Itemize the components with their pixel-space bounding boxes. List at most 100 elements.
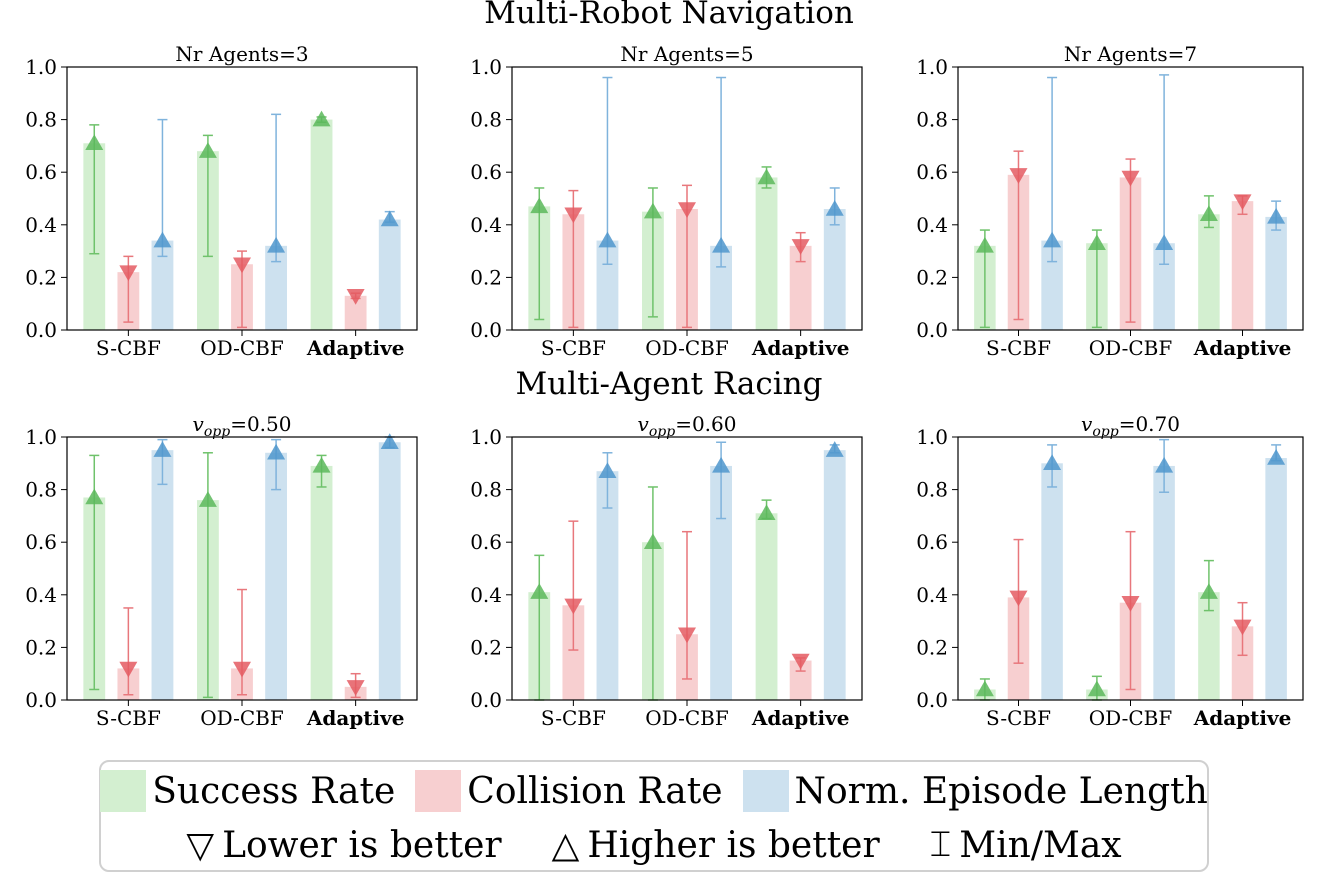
y-tick-label: 0.8 [470, 478, 502, 502]
y-tick-label: 0.6 [470, 530, 502, 554]
bar-length [1153, 465, 1175, 700]
panel-title: vopp=0.50 [193, 412, 292, 440]
marker-down-triangle [564, 598, 583, 615]
bar-length [596, 471, 619, 700]
x-tick-label: OD-CBF [1089, 706, 1173, 730]
y-tick-label: 0.6 [916, 160, 948, 184]
y-tick-label: 0.0 [470, 318, 502, 342]
legend-label-success: Success Rate [152, 770, 396, 812]
legend-item-success: Success Rate [100, 770, 395, 812]
x-tick-label: S-CBF [96, 706, 161, 730]
y-tick-label: 0.4 [916, 213, 948, 237]
marker-up-triangle [198, 491, 217, 507]
y-tick-label: 1.0 [25, 425, 57, 449]
legend-item-length: Norm. Episode Length [742, 770, 1208, 812]
y-tick-label: 0.0 [470, 688, 502, 712]
marker-down-triangle [791, 239, 810, 255]
marker-down-triangle [1009, 168, 1028, 184]
legend-swatch-success [100, 770, 147, 812]
x-tick-label: S-CBF [96, 336, 161, 360]
marker-down-triangle [346, 680, 365, 696]
x-tick-label: Adaptive [751, 336, 850, 360]
y-tick-label: 1.0 [470, 55, 502, 79]
marker-up-triangle [267, 443, 286, 460]
x-tick-label: Adaptive [1193, 706, 1292, 730]
marker-up-triangle [1087, 234, 1106, 250]
legend-swatch-collision [415, 770, 462, 812]
marker-down-triangle [1233, 194, 1252, 211]
marker-up-triangle [1155, 234, 1174, 250]
y-tick-label: 0.4 [470, 583, 502, 607]
y-tick-label: 0.2 [470, 265, 502, 289]
y-tick-label: 0.0 [25, 318, 57, 342]
y-tick-label: 0.4 [916, 583, 948, 607]
marker-up-triangle [380, 433, 399, 450]
marker-down-triangle [119, 265, 138, 282]
marker-down-triangle [346, 289, 365, 305]
chart-panel-4: 0.0 0.2 0.4 0.6 0.8 1.0 S-CBF OD-CBF Adaptive vop… [25, 412, 418, 730]
marker-up-triangle [1267, 207, 1286, 224]
marker-down-triangle [564, 207, 583, 224]
legend-label-collision: Collision Rate [467, 770, 723, 812]
bar-success [310, 465, 333, 700]
bar-success [755, 513, 778, 700]
marker-down-triangle [233, 257, 251, 274]
bar-success [755, 177, 778, 330]
legend: Success Rate Collision Rate Norm. Episod… [99, 760, 1209, 872]
panel-title: Nr Agents=7 [1064, 42, 1197, 66]
marker-down-triangle [233, 661, 251, 678]
x-tick-label: OD-CBF [200, 336, 284, 360]
bar-length [151, 240, 174, 330]
bar-success [1198, 214, 1220, 330]
chart-panel-2: 0.0 0.2 0.4 0.6 0.8 1.0 S-CBF OD-CBF Adaptive Nr … [470, 42, 863, 360]
legend-label-length: Norm. Episode Length [794, 770, 1208, 812]
bar-length [1265, 458, 1287, 700]
marker-up-triangle [1155, 456, 1174, 473]
y-tick-label: 1.0 [916, 55, 948, 79]
x-tick-label: Adaptive [1193, 336, 1292, 360]
marker-up-triangle [712, 236, 731, 253]
x-tick-label: OD-CBF [1089, 336, 1173, 360]
marker-up-triangle [312, 110, 331, 127]
marker-up-triangle [712, 456, 731, 473]
marker-up-triangle [975, 236, 994, 253]
y-tick-label: 0.6 [470, 160, 502, 184]
x-tick-label: S-CBF [541, 706, 606, 730]
y-tick-label: 0.2 [916, 265, 948, 289]
marker-up-triangle [825, 441, 844, 457]
chart-panel-6: 0.0 0.2 0.4 0.6 0.8 1.0 S-CBF OD-CBF Adaptive vop… [916, 412, 1304, 730]
marker-up-triangle [598, 462, 617, 478]
marker-down-triangle [678, 202, 696, 219]
y-tick-label: 0.2 [470, 635, 502, 659]
bar-collision [789, 660, 812, 700]
y-tick-label: 0.6 [25, 160, 57, 184]
marker-up-triangle [380, 210, 399, 227]
bar-length [710, 465, 732, 700]
y-tick-label: 0.6 [916, 530, 948, 554]
bar-success [310, 119, 333, 330]
marker-down-triangle [678, 627, 696, 644]
y-tick-label: 0.6 [25, 530, 57, 554]
up-triangle-icon: △ [551, 824, 580, 866]
marker-up-triangle [312, 456, 331, 473]
panel-title: vopp=0.70 [1081, 412, 1180, 440]
marker-up-triangle [825, 200, 844, 216]
chart-panel-3: 0.0 0.2 0.4 0.6 0.8 1.0 S-CBF OD-CBF Adaptive Nr … [916, 42, 1304, 360]
y-tick-label: 0.0 [916, 318, 948, 342]
marker-up-triangle [1199, 583, 1218, 599]
bar-length [265, 245, 287, 330]
marker-up-triangle [757, 168, 776, 185]
bar-length [265, 452, 287, 700]
y-tick-label: 1.0 [470, 425, 502, 449]
bar-collision [1231, 626, 1254, 700]
legend-note-lower: ▽ Lower is better [186, 825, 501, 866]
marker-up-triangle [85, 488, 104, 505]
y-tick-label: 1.0 [916, 425, 948, 449]
y-tick-label: 0.8 [916, 478, 948, 502]
marker-up-triangle [1267, 449, 1286, 465]
marker-down-triangle [1121, 595, 1140, 612]
chart-panel-5: 0.0 0.2 0.4 0.6 0.8 1.0 S-CBF OD-CBF Adaptive vop… [470, 412, 863, 730]
error-bar-icon: ⌶ [929, 824, 952, 865]
marker-down-triangle [1009, 590, 1028, 607]
y-tick-label: 0.8 [25, 108, 57, 132]
